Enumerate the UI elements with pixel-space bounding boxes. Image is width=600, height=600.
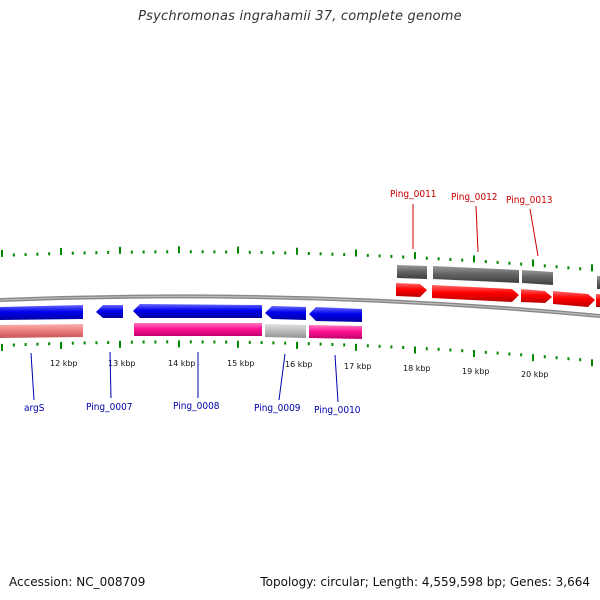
gene-label-ping-0012: Ping_0012 — [451, 192, 498, 203]
gene-label-ping-0008: Ping_0008 — [173, 401, 220, 412]
forward-gene-segment — [597, 276, 600, 289]
forward-gene-segment — [522, 270, 553, 285]
map-title: Psychromonas ingrahamii 37, complete gen… — [138, 9, 462, 24]
gene-label-ping-0010: Ping_0010 — [314, 405, 361, 416]
reverse-label-leader — [278, 353, 286, 401]
reverse-cds-arrow — [0, 305, 83, 320]
reverse-cds-arrow — [96, 305, 123, 318]
reverse-gene-segment — [134, 323, 262, 336]
forward-label-leader — [475, 205, 479, 253]
kbp-label: 16 kbp — [285, 360, 313, 369]
forward-cds-arrow — [521, 289, 552, 303]
forward-label-leader — [529, 208, 539, 257]
bottom-tick-marks — [1, 340, 593, 367]
reverse-cds-arrow — [265, 306, 306, 320]
reverse-label-leader — [109, 351, 112, 399]
reverse-label-leader — [334, 354, 339, 403]
gene-label-args: argS — [24, 403, 45, 414]
gene-label-ping-0009: Ping_0009 — [254, 403, 301, 414]
kbp-label: 17 kbp — [344, 362, 372, 371]
reverse-cds-arrow — [309, 307, 362, 322]
rna-gene-segment — [0, 324, 83, 338]
kbp-label: 12 kbp — [50, 359, 78, 368]
gene-label-ping-0011: Ping_0011 — [390, 189, 437, 200]
forward-gene-segment — [397, 265, 427, 279]
kbp-label: 18 kbp — [403, 364, 431, 373]
accession-text: Accession: NC_008709 — [9, 575, 146, 589]
forward-cds-arrow — [596, 294, 600, 307]
kbp-label: 14 kbp — [168, 359, 196, 368]
reverse-cds-arrow — [133, 304, 262, 318]
kbp-label: 20 kbp — [521, 370, 549, 379]
gene-label-ping-0007: Ping_0007 — [86, 402, 133, 413]
pseudo-gene-segment — [265, 324, 306, 338]
forward-cds-arrow — [553, 291, 595, 307]
genome-summary-text: Topology: circular; Length: 4,559,598 bp… — [260, 575, 590, 589]
gene-label-ping-0013: Ping_0013 — [506, 195, 553, 206]
forward-cds-arrow — [396, 283, 427, 297]
kbp-label: 15 kbp — [227, 359, 255, 368]
forward-cds-arrow — [432, 285, 519, 302]
kbp-label: 13 kbp — [108, 359, 136, 368]
kbp-label: 19 kbp — [462, 367, 490, 376]
reverse-gene-segment — [309, 325, 362, 339]
forward-gene-segment — [433, 266, 519, 283]
top-tick-marks — [1, 246, 593, 272]
reverse-label-leader — [30, 352, 35, 401]
